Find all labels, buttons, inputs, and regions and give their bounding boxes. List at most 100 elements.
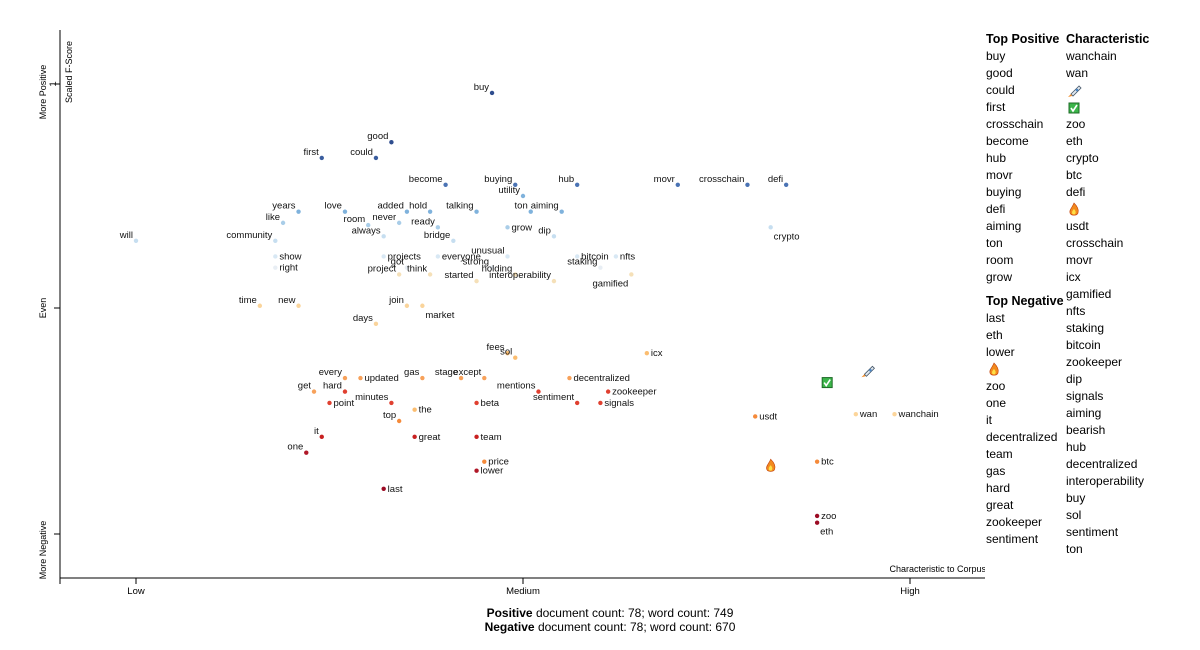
point-movr[interactable] — [675, 182, 680, 187]
top-negative-item[interactable]: gas — [986, 464, 1006, 478]
top-positive-item[interactable]: grow — [986, 270, 1013, 284]
top-positive-item[interactable]: hub — [986, 151, 1007, 165]
point-could[interactable] — [373, 155, 379, 161]
point-strong[interactable] — [489, 265, 495, 270]
top-negative-item[interactable]: lower — [986, 345, 1015, 359]
characteristic-item[interactable]: movr — [1066, 253, 1093, 267]
point-never[interactable] — [396, 220, 402, 226]
point-got[interactable] — [404, 265, 410, 270]
characteristic-item[interactable]: buy — [1066, 491, 1086, 505]
characteristic-item[interactable] — [1066, 99, 1176, 116]
point-buying[interactable] — [513, 182, 518, 187]
point-hub[interactable] — [574, 182, 580, 187]
characteristic-item[interactable] — [1066, 82, 1176, 99]
point-great[interactable] — [412, 434, 417, 440]
point-team[interactable] — [474, 434, 479, 440]
point-icx[interactable] — [644, 351, 650, 356]
top-negative-item[interactable]: eth — [986, 328, 1003, 342]
point-buy[interactable] — [489, 90, 495, 96]
point-sol[interactable] — [513, 355, 518, 360]
characteristic-item[interactable]: defi — [1066, 185, 1086, 199]
point-gamified[interactable] — [629, 272, 634, 277]
fire-glyph[interactable] — [1069, 202, 1079, 216]
point-zookeeper[interactable] — [605, 389, 611, 394]
point-sentiment[interactable] — [574, 400, 580, 406]
point-last[interactable] — [381, 486, 386, 491]
top-negative-item[interactable]: zoo — [986, 379, 1006, 393]
top-negative-item[interactable]: last — [986, 311, 1005, 325]
point-crosschain[interactable] — [745, 182, 750, 187]
point-eth[interactable] — [814, 520, 820, 525]
top-positive-item[interactable]: room — [986, 253, 1014, 267]
point-wan[interactable] — [853, 412, 859, 417]
point-ton[interactable] — [528, 209, 533, 214]
point-wanchain[interactable] — [892, 412, 897, 417]
fire-glyph[interactable] — [989, 362, 999, 376]
characteristic-item[interactable]: crypto — [1066, 151, 1099, 165]
point-crypto[interactable] — [768, 225, 773, 230]
top-positive-item[interactable]: crosschain — [986, 117, 1044, 131]
point-defi[interactable] — [783, 182, 789, 187]
top-negative-item[interactable] — [986, 361, 1064, 378]
top-positive-item[interactable]: ton — [986, 236, 1003, 250]
check-icon[interactable] — [821, 377, 833, 389]
characteristic-item[interactable]: hub — [1066, 440, 1087, 454]
characteristic-item[interactable]: bitcoin — [1066, 338, 1101, 352]
point-usdt[interactable] — [753, 414, 758, 419]
point-fees[interactable] — [505, 351, 510, 356]
characteristic-item[interactable]: btc — [1066, 168, 1083, 182]
point-will[interactable] — [133, 238, 139, 243]
point-days[interactable] — [373, 321, 379, 327]
point-bitcoin[interactable] — [574, 254, 580, 259]
top-negative-item[interactable]: hard — [986, 481, 1011, 495]
characteristic-item[interactable]: wan — [1066, 66, 1089, 80]
top-positive-item[interactable]: defi — [986, 202, 1006, 216]
top-positive-item[interactable]: aiming — [986, 219, 1022, 233]
point-started[interactable] — [474, 278, 479, 284]
point-mentions[interactable] — [536, 389, 541, 394]
point-projects[interactable] — [381, 254, 386, 259]
point-stage[interactable] — [458, 375, 464, 381]
point-room[interactable] — [366, 222, 371, 228]
point-project[interactable] — [396, 272, 402, 277]
point-it[interactable] — [319, 434, 324, 440]
point-top[interactable] — [396, 418, 402, 424]
point-always[interactable] — [381, 234, 386, 239]
point-right[interactable] — [273, 265, 278, 270]
characteristic-item[interactable]: gamified — [1066, 287, 1112, 301]
top-negative-item[interactable]: sentiment — [986, 532, 1039, 546]
fire-icon[interactable] — [766, 458, 776, 472]
point-interoperability[interactable] — [551, 278, 557, 284]
top-positive-item[interactable]: become — [986, 134, 1029, 148]
top-positive-item[interactable]: could — [986, 83, 1015, 97]
top-positive-item[interactable]: movr — [986, 168, 1013, 182]
point-beta[interactable] — [474, 400, 479, 406]
characteristic-item[interactable]: zookeeper — [1066, 355, 1123, 369]
point-bridge[interactable] — [451, 238, 456, 243]
point-think[interactable] — [427, 272, 433, 277]
point-hold[interactable] — [427, 209, 433, 214]
characteristic-item[interactable]: crosschain — [1066, 236, 1124, 250]
check-glyph[interactable] — [1068, 102, 1080, 114]
point-years[interactable] — [296, 209, 301, 214]
characteristic-item[interactable]: zoo — [1066, 117, 1086, 131]
point-except[interactable] — [482, 375, 487, 381]
characteristic-item[interactable]: eth — [1066, 134, 1083, 148]
point-dip[interactable] — [551, 234, 557, 239]
point-utility[interactable] — [520, 193, 526, 199]
point-time[interactable] — [257, 303, 263, 308]
point-get[interactable] — [311, 389, 317, 394]
point-first[interactable] — [319, 155, 324, 161]
characteristic-item[interactable]: usdt — [1066, 219, 1089, 233]
point-nfts[interactable] — [613, 254, 619, 259]
top-positive-item[interactable]: good — [986, 66, 1013, 80]
characteristic-item[interactable]: decentralized — [1066, 457, 1138, 471]
characteristic-item[interactable] — [1066, 201, 1176, 218]
point-the[interactable] — [412, 407, 417, 412]
characteristic-item[interactable]: aiming — [1066, 406, 1102, 420]
characteristic-item[interactable]: nfts — [1066, 304, 1086, 318]
top-positive-item[interactable]: buy — [986, 49, 1006, 63]
characteristic-item[interactable]: icx — [1066, 270, 1081, 284]
point-market[interactable] — [420, 303, 425, 308]
